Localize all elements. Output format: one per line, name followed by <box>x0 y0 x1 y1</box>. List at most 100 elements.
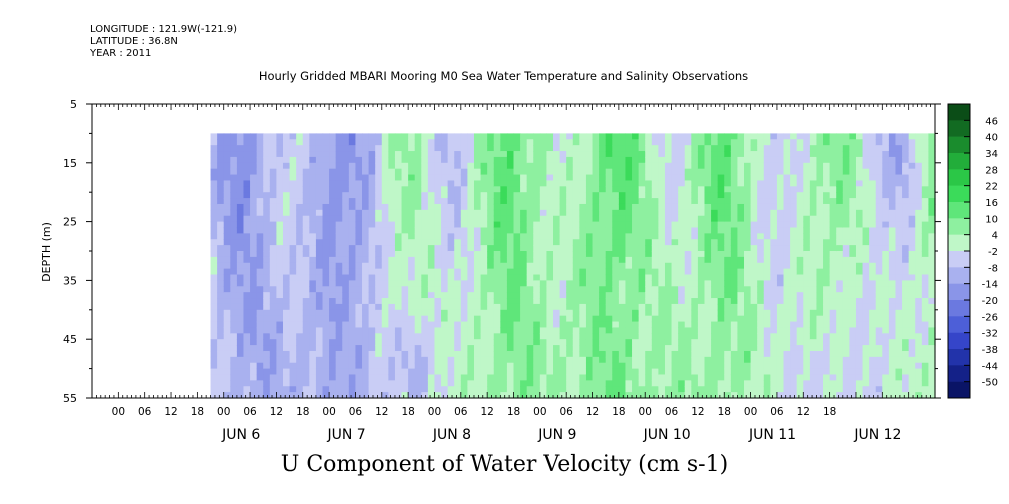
heatmap-cell <box>401 345 409 352</box>
heatmap-cell <box>902 315 910 323</box>
heatmap-cell <box>737 174 745 182</box>
heatmap-cell <box>315 386 324 393</box>
heatmap-cell <box>625 203 633 211</box>
heatmap-cell <box>236 245 245 252</box>
heatmap-cell <box>888 362 897 370</box>
heatmap-cell <box>618 168 627 176</box>
heatmap-cell <box>362 192 370 199</box>
heatmap-cell <box>579 239 587 246</box>
heatmap-cell <box>664 174 673 182</box>
heatmap-cell <box>664 315 673 323</box>
heatmap-cell <box>269 239 278 246</box>
heatmap-cell <box>427 174 436 182</box>
heatmap-cell <box>823 374 831 381</box>
heatmap-cell <box>539 292 548 299</box>
heatmap-cell <box>704 327 712 334</box>
heatmap-cell <box>513 309 521 317</box>
heatmap-cell <box>493 298 501 305</box>
heatmap-cell <box>427 362 436 370</box>
heatmap-cell <box>882 350 890 358</box>
heatmap-cell <box>697 368 706 376</box>
heatmap-cell <box>836 233 844 240</box>
heatmap-cell <box>315 333 324 340</box>
heatmap-cell <box>783 280 791 287</box>
heatmap-cell <box>500 227 508 234</box>
heatmap-cell <box>401 156 409 164</box>
heatmap-cell <box>928 280 936 287</box>
heatmap-cell <box>842 227 850 234</box>
heatmap-cell <box>250 262 258 270</box>
heatmap-cell <box>599 280 607 287</box>
heatmap-cell <box>414 151 422 158</box>
heatmap-cell <box>645 145 653 152</box>
heatmap-cell <box>902 233 910 240</box>
heatmap-cell <box>869 203 877 211</box>
heatmap-cell <box>401 327 409 334</box>
heatmap-cell <box>388 298 396 305</box>
heatmap-cell <box>605 339 613 346</box>
heatmap-cell <box>902 133 910 140</box>
heatmap-cell <box>454 268 462 276</box>
heatmap-cell <box>342 139 350 146</box>
heatmap-cell <box>796 262 804 270</box>
heatmap-cell <box>651 368 659 376</box>
heatmap-cell <box>908 168 916 176</box>
heatmap-cell <box>342 168 350 176</box>
heatmap-cell <box>322 333 330 340</box>
heatmap-cell <box>697 186 706 193</box>
heatmap-cell <box>467 203 475 211</box>
heatmap-cell <box>888 239 897 246</box>
heatmap-cell <box>572 350 580 358</box>
heatmap-cell <box>618 233 627 240</box>
heatmap-cell <box>553 339 561 346</box>
heatmap-cell <box>335 286 343 293</box>
heatmap-cell <box>770 174 778 182</box>
heatmap-cell <box>612 180 620 187</box>
heatmap-cell <box>329 362 337 370</box>
heatmap-cell <box>217 368 225 376</box>
heatmap-cell <box>869 392 877 399</box>
heatmap-cell <box>394 339 403 346</box>
heatmap-cell <box>757 303 765 311</box>
heatmap-cell <box>526 262 534 270</box>
heatmap-cell <box>559 168 567 176</box>
heatmap-cell <box>230 151 238 158</box>
heatmap-cell <box>783 209 791 217</box>
heatmap-cell <box>421 392 429 399</box>
heatmap-cell <box>625 174 633 182</box>
heatmap-cell <box>388 262 396 270</box>
heatmap-cell <box>592 292 600 299</box>
heatmap-cell <box>823 309 831 317</box>
heatmap-cell <box>915 174 923 182</box>
heatmap-cell <box>381 280 389 287</box>
heatmap-cell <box>460 180 468 187</box>
heatmap-cell <box>282 380 291 387</box>
heatmap-cell <box>770 374 778 381</box>
heatmap-cell <box>355 174 363 182</box>
heatmap-cell <box>322 151 330 158</box>
heatmap-cell <box>526 151 534 158</box>
heatmap-cell <box>381 345 389 352</box>
heatmap-cell <box>473 327 482 334</box>
heatmap-cell <box>691 274 699 281</box>
heatmap-cell <box>368 262 376 270</box>
heatmap-cell <box>210 209 218 217</box>
heatmap-cell <box>289 227 297 234</box>
heatmap-cell <box>697 392 706 399</box>
heatmap-cell <box>816 321 824 329</box>
heatmap-cell <box>730 239 739 246</box>
heatmap-cell <box>770 321 778 329</box>
heatmap-cell <box>849 209 857 217</box>
heatmap-cell <box>816 339 824 346</box>
heatmap-cell <box>869 198 877 205</box>
heatmap-cell <box>533 315 541 323</box>
heatmap-cell <box>829 286 837 293</box>
heatmap-cell <box>302 339 310 346</box>
heatmap-cell <box>348 362 357 370</box>
heatmap-cell <box>487 174 495 182</box>
heatmap-cell <box>684 327 692 334</box>
heatmap-cell <box>256 180 264 187</box>
heatmap-cell <box>645 180 653 187</box>
heatmap-cell <box>816 245 824 252</box>
heatmap-cell <box>651 262 659 270</box>
